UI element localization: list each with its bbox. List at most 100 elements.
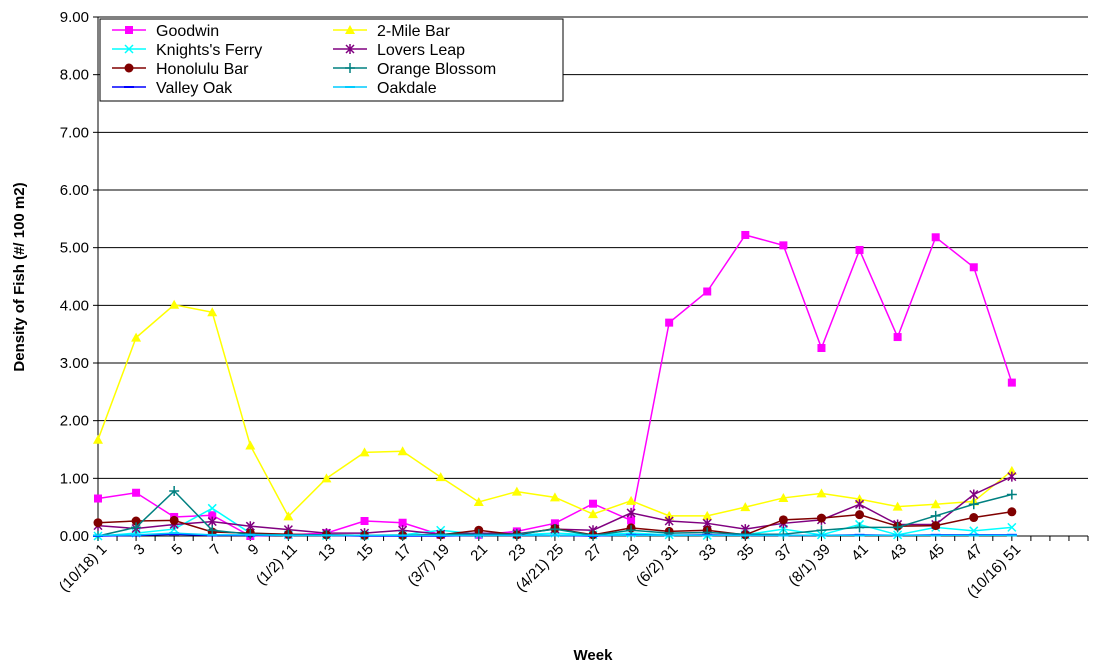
y-tick-label: 0.00 bbox=[60, 528, 89, 545]
data-point bbox=[511, 529, 522, 540]
legend-item: Honolulu Bar bbox=[112, 61, 249, 78]
legend-item: Knights's Ferry bbox=[112, 42, 262, 59]
data-point bbox=[169, 515, 179, 525]
y-tick-label: 1.00 bbox=[60, 470, 89, 487]
x-tick-label: 23 bbox=[505, 541, 529, 565]
y-tick-label: 9.00 bbox=[60, 9, 89, 26]
legend-label: Lovers Leap bbox=[377, 42, 465, 59]
x-axis-ticks: (10/18) 1 3 5 7 9(1/2) 11 13 15 17(3/7) 19 21 23(… bbox=[56, 536, 1089, 601]
data-point bbox=[665, 318, 674, 327]
y-tick-label: 3.00 bbox=[60, 355, 89, 372]
data-point bbox=[589, 499, 597, 508]
y-tick-label: 7.00 bbox=[60, 124, 89, 141]
gridlines bbox=[98, 16, 1088, 479]
y-tick-label: 4.00 bbox=[60, 297, 89, 314]
legend-label: Knights's Ferry bbox=[156, 42, 262, 59]
x-tick-label: 9 bbox=[245, 541, 263, 559]
data-point bbox=[1006, 465, 1017, 475]
data-point bbox=[969, 489, 979, 500]
data-point bbox=[969, 513, 979, 523]
data-point bbox=[816, 513, 826, 523]
data-point bbox=[741, 230, 750, 239]
x-tick-label: 7 bbox=[207, 541, 225, 559]
data-point bbox=[855, 245, 864, 254]
data-point bbox=[208, 511, 217, 520]
data-point bbox=[511, 486, 522, 496]
data-point bbox=[930, 510, 941, 521]
y-tick-label: 5.00 bbox=[60, 240, 89, 257]
data-point bbox=[169, 486, 180, 497]
series-line bbox=[97, 234, 1013, 537]
legend-item: Lovers Leap bbox=[333, 42, 465, 59]
data-point bbox=[588, 509, 598, 519]
data-point bbox=[435, 529, 446, 540]
data-point bbox=[779, 241, 788, 250]
data-point bbox=[627, 516, 636, 525]
legend: Goodwin 2-Mile Bar Knights's Ferry Lovers L… bbox=[99, 18, 564, 102]
x-tick-label: 43 bbox=[886, 541, 910, 565]
data-point bbox=[245, 440, 256, 450]
data-point bbox=[740, 502, 751, 512]
data-point bbox=[207, 307, 218, 317]
x-tick-label: 35 bbox=[734, 541, 758, 565]
legend-item: Goodwin bbox=[112, 23, 219, 40]
x-tick-label: 41 bbox=[848, 541, 872, 565]
y-tick-label: 6.00 bbox=[60, 182, 89, 199]
data-point bbox=[893, 333, 902, 342]
data-point bbox=[626, 525, 637, 536]
data-point bbox=[664, 528, 675, 539]
x-tick-label: 27 bbox=[582, 541, 606, 565]
data-point bbox=[397, 446, 408, 456]
data-point bbox=[778, 529, 789, 540]
data-point bbox=[125, 26, 133, 34]
x-tick-label: 15 bbox=[353, 541, 377, 565]
series-line bbox=[97, 303, 1013, 518]
data-point bbox=[1007, 378, 1016, 387]
data-point bbox=[345, 44, 355, 54]
data-point bbox=[124, 63, 134, 73]
data-point bbox=[968, 499, 979, 510]
data-point bbox=[131, 332, 142, 342]
y-tick-label: 2.00 bbox=[60, 413, 89, 430]
data-point bbox=[473, 496, 484, 506]
data-point bbox=[854, 522, 865, 533]
data-point bbox=[435, 472, 446, 482]
data-point bbox=[93, 518, 103, 528]
data-point bbox=[892, 522, 903, 533]
data-point bbox=[207, 516, 217, 527]
x-tick-label: (10/18) 1 bbox=[56, 541, 110, 595]
legend-item: Valley Oak bbox=[112, 80, 233, 97]
data-point bbox=[855, 510, 865, 520]
series-2-mile-bar bbox=[93, 299, 1017, 521]
data-point bbox=[124, 44, 134, 54]
data-point bbox=[207, 503, 217, 513]
data-point bbox=[931, 233, 940, 242]
x-tick-label: 37 bbox=[772, 541, 796, 565]
legend-item: Orange Blossom bbox=[333, 61, 496, 78]
data-point bbox=[740, 529, 751, 540]
x-tick-label: (6/2) 31 bbox=[633, 541, 682, 590]
x-tick-label: 21 bbox=[467, 541, 491, 565]
data-point bbox=[93, 434, 103, 444]
data-point bbox=[931, 521, 941, 531]
data-point bbox=[626, 495, 637, 505]
data-point bbox=[283, 511, 294, 521]
x-tick-label: 45 bbox=[924, 541, 948, 565]
data-point bbox=[855, 499, 865, 510]
x-tick-label: 3 bbox=[131, 541, 149, 559]
series-oakdale bbox=[93, 532, 1017, 537]
data-point bbox=[207, 525, 218, 536]
x-tick-label: (3/7) 19 bbox=[404, 541, 453, 590]
data-point bbox=[94, 494, 102, 503]
data-point bbox=[702, 510, 713, 520]
data-point bbox=[1007, 522, 1017, 532]
legend-label: Goodwin bbox=[156, 23, 219, 40]
data-point bbox=[778, 515, 788, 525]
x-tick-label: 17 bbox=[391, 541, 415, 565]
legend-label: Honolulu Bar bbox=[156, 61, 249, 78]
data-point bbox=[345, 25, 355, 34]
x-tick-label: (8/1) 39 bbox=[785, 541, 834, 590]
data-point bbox=[169, 299, 180, 309]
data-point bbox=[664, 516, 674, 527]
